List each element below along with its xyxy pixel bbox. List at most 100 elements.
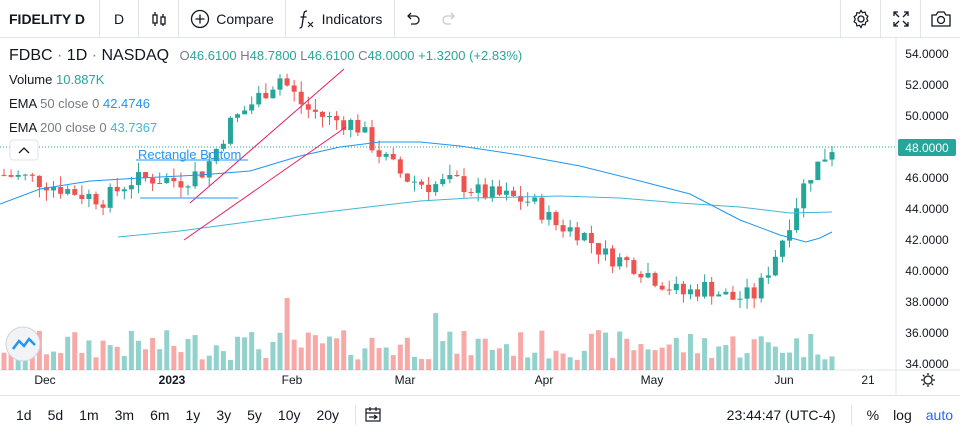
range-3m[interactable]: 3m [114, 406, 135, 423]
volume-bar [22, 352, 28, 370]
candle-body [220, 143, 226, 149]
price-tick: 44.0000 [905, 202, 949, 216]
percent-toggle[interactable]: % [866, 406, 880, 423]
volume-bar [171, 345, 177, 370]
axis-settings-button[interactable] [921, 373, 935, 387]
chart-type-button[interactable] [139, 0, 179, 38]
goto-date-icon[interactable] [364, 406, 382, 424]
interval-button[interactable]: D [100, 0, 139, 38]
volume-bar [751, 339, 757, 370]
trend-line-lower[interactable] [183, 126, 347, 241]
price-chart[interactable]: Rectangle Bottom 54.0000 52.0000 50.0000 48… [0, 38, 960, 395]
candle-body [560, 225, 566, 232]
candle-body [638, 273, 644, 278]
candle-body [185, 186, 191, 188]
volume-bar [419, 359, 425, 370]
candle-body [532, 197, 538, 202]
volume-bar [58, 353, 64, 370]
legend-volume-row[interactable]: Volume 10.887K [9, 68, 522, 92]
range-1d[interactable]: 1d [16, 406, 32, 423]
volume-bar [107, 345, 113, 370]
price-tick: 52.0000 [905, 78, 949, 92]
candle-body [100, 204, 106, 208]
range-10y[interactable]: 10y [277, 406, 301, 423]
range-20y[interactable]: 20y [316, 406, 340, 423]
rectangle-label[interactable]: Rectangle Bottom [138, 147, 241, 162]
candle-body [227, 117, 233, 144]
symbol-search[interactable]: FIDELITY D [0, 0, 100, 38]
screenshot-button[interactable] [920, 0, 960, 38]
candle-body [433, 184, 439, 193]
volume-bar [574, 359, 580, 370]
volume-bar [461, 331, 467, 370]
auto-toggle[interactable]: auto [925, 406, 953, 423]
candle-body [631, 260, 637, 274]
trend-line-upper[interactable] [189, 68, 345, 204]
candle-body [36, 175, 42, 188]
volume-bar [553, 350, 559, 370]
volume-bar [758, 336, 764, 370]
candle-body [503, 190, 509, 195]
candle-body [546, 212, 552, 220]
volume-bar [305, 332, 311, 370]
redo-icon[interactable] [440, 10, 458, 28]
volume-bar [617, 331, 623, 370]
legend-ticker[interactable]: FDBC [9, 47, 53, 64]
undo-icon[interactable] [404, 10, 422, 28]
candle-body [595, 243, 601, 255]
candle-body [787, 230, 793, 241]
time-axis[interactable]: Dec 2023 Feb Mar Apr May Jun 21 [34, 373, 875, 387]
ema50-label: EMA [9, 96, 37, 111]
volume-bar [86, 340, 92, 370]
candle-body [164, 177, 170, 183]
volume-bar [454, 353, 460, 370]
range-1m[interactable]: 1m [79, 406, 99, 423]
log-toggle[interactable]: log [893, 406, 912, 423]
volume-bar [79, 352, 85, 370]
candle-body [723, 291, 729, 295]
volume-bar [588, 333, 594, 370]
volume-bar [327, 336, 333, 370]
volume-bar [496, 348, 502, 370]
volume-bar [369, 337, 375, 370]
candle-body [673, 283, 679, 291]
volume-bar [164, 330, 170, 370]
volume-bar [503, 344, 509, 370]
ema200-line [117, 195, 833, 238]
volume-bar [397, 344, 403, 370]
candle-body [249, 104, 255, 111]
volume-label: Volume [9, 72, 53, 87]
candle-body [419, 181, 425, 185]
range-5d[interactable]: 5d [47, 406, 64, 423]
range-buttons: 1d 5d 1m 3m 6m 1y 3y 5y 10y 20y [0, 407, 347, 423]
range-5y[interactable]: 5y [247, 406, 262, 423]
volume-bar [114, 346, 120, 370]
candle-body [680, 283, 686, 295]
range-6m[interactable]: 6m [150, 406, 170, 423]
settings-button[interactable] [840, 0, 880, 38]
volume-bar [680, 352, 686, 370]
volume-bar [263, 357, 269, 370]
volume-bar [440, 341, 446, 370]
volume-bar [730, 336, 736, 370]
volume-bar [121, 356, 127, 370]
volume-bar [404, 337, 410, 370]
compare-button[interactable]: Compare [179, 0, 286, 38]
price-axis[interactable]: 54.0000 52.0000 50.0000 48.0000 46.0000 44.00… [905, 47, 949, 371]
legend-ema200-row[interactable]: EMA 200 close 0 43.7367 [9, 116, 522, 140]
clock[interactable]: 23:44:47 (UTC-4) [726, 406, 836, 423]
volume-bar [638, 344, 644, 370]
legend-collapse-button[interactable] [9, 139, 39, 161]
legend-ema50-row[interactable]: EMA 50 close 0 42.4746 [9, 92, 522, 116]
last-price-label: 48.0000 [905, 141, 949, 155]
range-3y[interactable]: 3y [216, 406, 232, 423]
candle-body [496, 186, 502, 195]
indicators-button[interactable]: Indicators [286, 0, 395, 38]
fullscreen-button[interactable] [880, 0, 920, 38]
candle-body [383, 153, 389, 157]
candle-body [461, 176, 467, 193]
tradingview-logo[interactable] [5, 326, 41, 362]
range-1y[interactable]: 1y [185, 406, 201, 423]
ema200-params: 200 close 0 [40, 120, 107, 135]
volume-bar [475, 338, 481, 370]
